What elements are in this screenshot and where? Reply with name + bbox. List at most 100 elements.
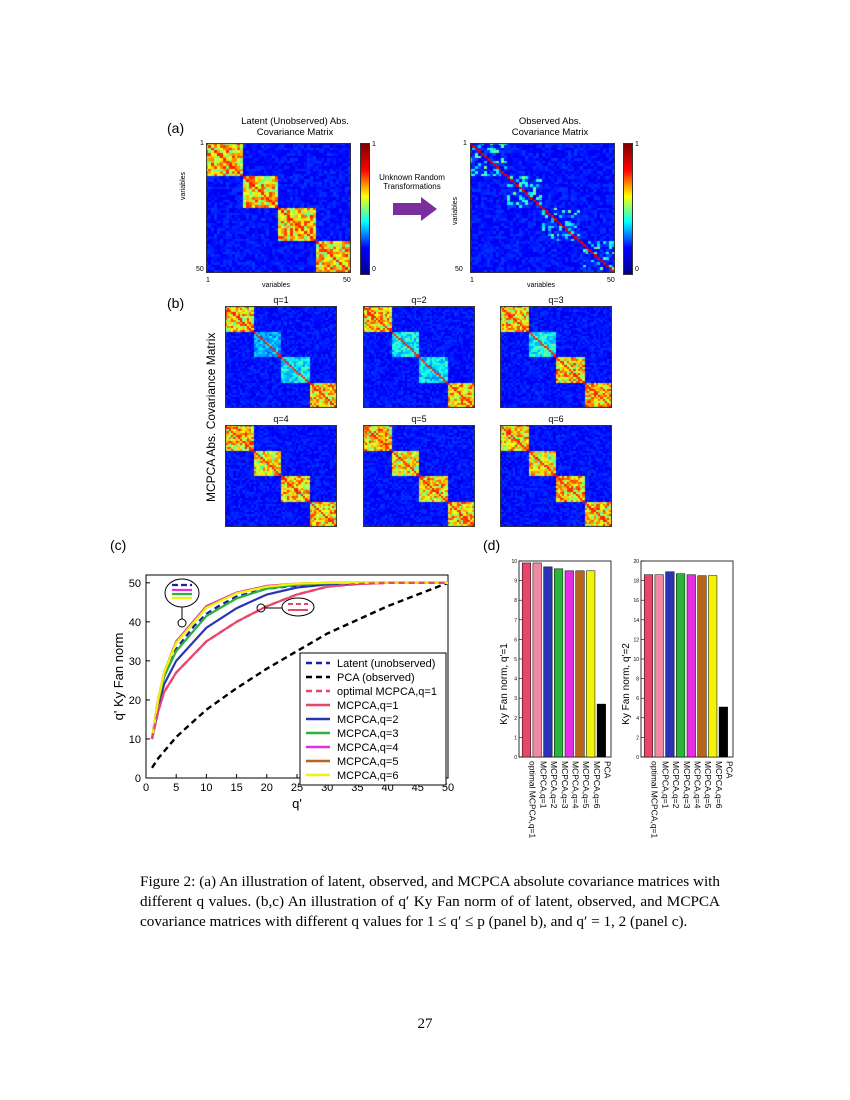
bar-y-tick-label: 9 [514,579,517,585]
bar-y-tick-label: 14 [633,618,639,624]
bar-category-label: MCPCA,q=4 [570,761,580,809]
page-number: 27 [417,1016,433,1032]
bar-category-label: MCPCA,q=5 [581,761,591,809]
bar-y-tick-label: 6 [514,637,517,643]
latent-ytick-min: 1 [200,140,204,147]
latent-xtick-min: 1 [206,277,210,284]
bar-y-tick-label: 12 [633,637,639,643]
bar-1 [532,562,542,758]
x-tick-label: 5 [173,782,179,794]
observed-ytick-max: 50 [455,266,463,273]
legend-entry-1: PCA (observed) [337,672,415,684]
inset-zoom-circle-2 [281,597,315,617]
observed-ylabel: variables [452,196,459,225]
mcpca-q2-heatmap [363,306,475,408]
bar-4 [686,574,696,758]
y-tick-label: 20 [129,695,141,707]
latent-covariance-heatmap [206,143,351,273]
bar-y-tick-label: 10 [633,657,639,663]
y-tick-label: 10 [129,734,141,746]
observed-title-line2: Covariance Matrix [511,127,589,138]
observed-xtick-min: 1 [470,277,474,284]
observed-colorbar [623,143,633,275]
latent-colorbar [360,143,370,275]
panel-c-label: (c) [110,537,127,553]
bar-category-label: PCA [725,761,735,779]
bar-y-tick-label: 4 [514,677,517,683]
bar-2 [543,566,553,758]
bar-y-tick-label: 1 [514,735,517,741]
bar-category-label: MCPCA,q=2 [671,761,681,809]
bar-y-tick-label: 8 [514,598,517,604]
mcpca-q1-title: q=1 [273,295,289,305]
panel-b-ylabel: MCPCA Abs. Covariance Matrix [204,332,218,502]
bar-y-tick-label: 4 [636,716,639,722]
bar-1 [654,574,664,758]
legend-entry-6: MCPCA,q=4 [337,742,398,754]
x-tick-label: 0 [143,782,149,794]
mcpca-q3-heatmap [500,306,612,408]
mcpca-q1-heatmap [225,306,337,408]
series-line-8 [150,581,448,740]
x-tick-label: 20 [261,782,273,794]
mcpca-q2-title: q=2 [411,295,427,305]
mcpca-q4-title: q=4 [273,414,289,424]
x-tick-label: 15 [230,782,242,794]
bar-category-label: PCA [603,761,613,779]
observed-title: Observed Abs. Covariance Matrix [460,116,640,138]
x-tick-label: 10 [200,782,212,794]
bar-0 [643,574,654,758]
mcpca-q3-title: q=3 [548,295,564,305]
bar-category-label: optimal MCPCA,q=1 [528,761,538,839]
y-tick-label: 0 [135,773,141,785]
latent-ylabel: variables [180,171,187,200]
bar-category-label: MCPCA,q=5 [703,761,713,809]
observed-title-line1: Observed Abs. [518,116,582,127]
bar-y-tick-label: 0 [636,755,639,761]
bar-y-tick-label: 3 [514,696,517,702]
observed-cbar-max: 1 [635,141,639,148]
bar-y-tick-label: 6 [636,696,639,702]
bar-3 [676,573,686,758]
bar-category-label: MCPCA,q=3 [560,761,570,809]
latent-cbar-max: 1 [372,141,376,148]
bar-category-label: MCPCA,q=1 [660,761,670,809]
legend-entry-2: optimal MCPCA,q=1 [337,686,437,698]
bar-y-tick-label: 8 [636,677,639,683]
y-tick-label: 30 [129,656,141,668]
bar-y-tick-label: 5 [514,657,517,663]
legend-entry-4: MCPCA,q=2 [337,714,398,726]
figure-caption: Figure 2: (a) An illustration of latent,… [140,873,720,930]
mcpca-q6-heatmap [500,425,612,527]
legend-entry-5: MCPCA,q=3 [337,728,398,740]
panel-a-label: (a) [167,120,185,136]
latent-title-line2: Covariance Matrix [256,127,334,138]
transformation-arrow-icon [393,197,437,221]
panel-d-label: (d) [483,537,501,553]
observed-ytick-min: 1 [463,140,467,147]
legend-entry-8: MCPCA,q=6 [337,770,398,782]
bar-4 [564,570,574,758]
legend-entry-7: MCPCA,q=5 [337,756,398,768]
bar-y-tick-label: 20 [633,559,639,565]
bar-5 [575,570,585,758]
mcpca-q4-heatmap [225,425,337,527]
bar-5 [697,575,707,758]
bar-7 [596,703,606,758]
x-axis-label: q' [292,796,302,811]
bar-y-tick-label: 10 [511,559,517,565]
bar-y-axis-label: Ky Fan norm, q'=2 [621,643,632,725]
bar-0 [521,562,532,758]
bar-category-label: MCPCA,q=6 [592,761,602,809]
arrow-label-line1: Unknown Random [379,173,445,182]
observed-cbar-min: 0 [635,266,639,273]
observed-covariance-heatmap [470,143,615,273]
y-axis-label: q' Ky Fan norm [111,633,126,721]
bar-category-label: MCPCA,q=6 [714,761,724,809]
bar-6 [586,570,596,758]
bar-7 [718,706,728,758]
bar-6 [708,575,718,758]
arrow-label: Unknown Random Transformations [372,173,452,191]
